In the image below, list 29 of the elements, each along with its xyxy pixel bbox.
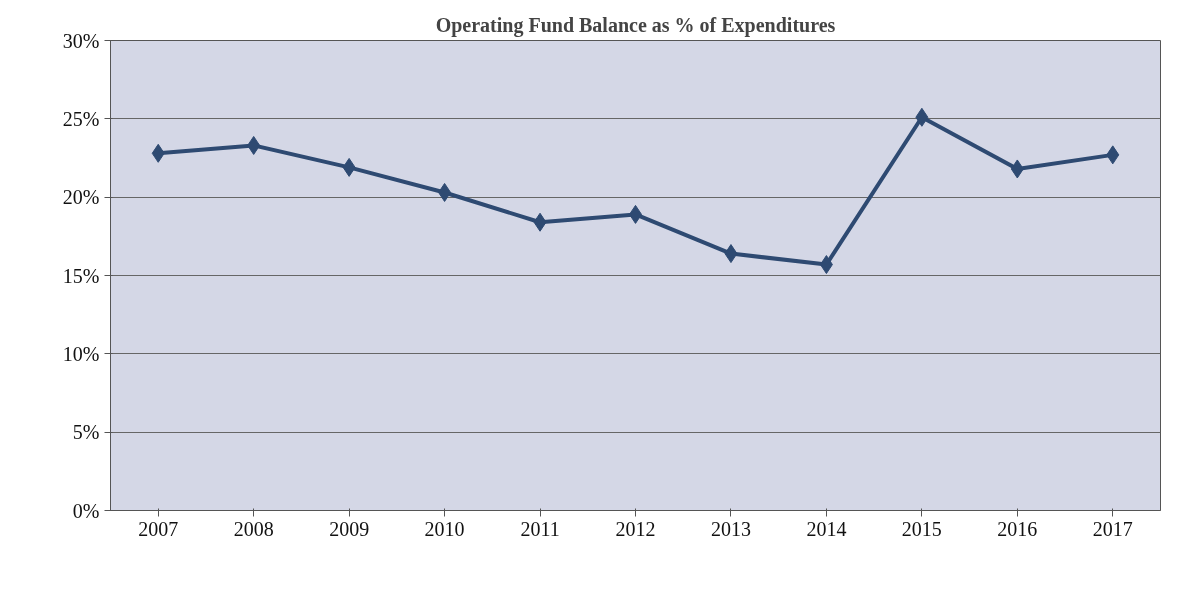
x-tick-label: 2011 — [520, 517, 560, 540]
point — [438, 182, 452, 202]
point — [1106, 145, 1120, 165]
y-tick-label: 0% — [72, 499, 100, 522]
point — [533, 212, 547, 232]
y-tick-label: 15% — [62, 264, 100, 287]
x-tick-label: 2014 — [806, 517, 847, 540]
x-tick-label: 2016 — [997, 517, 1038, 540]
point — [151, 143, 165, 163]
x-tick-label: 2010 — [424, 517, 465, 540]
x-tick-label: 2015 — [901, 517, 942, 540]
point — [819, 255, 833, 275]
point — [342, 157, 356, 177]
x-tick-label: 2017 — [1092, 517, 1133, 540]
x-tick-label: 2009 — [329, 517, 370, 540]
x-tick-label: 2013 — [710, 517, 751, 540]
y-tick-label: 25% — [62, 107, 100, 130]
point — [1010, 159, 1024, 179]
y-tick-label: 10% — [62, 342, 100, 365]
y-tick-label: 30% — [62, 29, 100, 52]
chart-title: Operating Fund Balance as % of Expenditures — [435, 13, 836, 37]
point — [247, 135, 261, 155]
point — [724, 244, 738, 264]
point — [915, 107, 929, 127]
y-tick-label: 5% — [72, 421, 100, 444]
x-tick-label: 2007 — [138, 517, 179, 540]
y-tick-label: 20% — [62, 186, 100, 209]
x-tick-label: 2012 — [615, 517, 656, 540]
x-tick-label: 2008 — [233, 517, 274, 540]
